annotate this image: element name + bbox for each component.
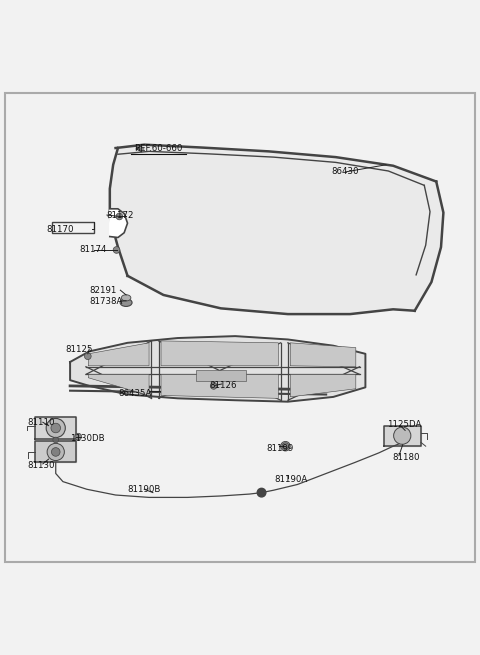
Text: 86430: 86430	[332, 168, 359, 176]
Polygon shape	[161, 375, 278, 398]
Circle shape	[84, 353, 91, 360]
Text: 81190A: 81190A	[275, 475, 308, 484]
Polygon shape	[70, 336, 365, 402]
Ellipse shape	[121, 295, 131, 301]
Polygon shape	[110, 209, 128, 238]
Text: 81174: 81174	[80, 246, 107, 254]
Circle shape	[47, 443, 64, 460]
Circle shape	[75, 433, 82, 440]
Circle shape	[51, 423, 60, 433]
Circle shape	[394, 427, 411, 444]
Polygon shape	[35, 441, 76, 462]
Text: REF.60-660: REF.60-660	[134, 143, 183, 153]
Polygon shape	[161, 341, 278, 365]
Circle shape	[113, 247, 120, 253]
Polygon shape	[290, 343, 356, 367]
Text: 81738A: 81738A	[89, 297, 122, 306]
Text: 1130DB: 1130DB	[70, 434, 105, 443]
Text: 81190B: 81190B	[128, 485, 161, 494]
FancyBboxPatch shape	[5, 93, 475, 562]
Circle shape	[51, 447, 60, 457]
Circle shape	[53, 437, 59, 443]
Polygon shape	[35, 417, 76, 439]
Text: 82191: 82191	[89, 286, 117, 295]
Polygon shape	[290, 375, 356, 397]
Circle shape	[257, 489, 266, 497]
Text: 81110: 81110	[27, 418, 55, 427]
Text: 1125DA: 1125DA	[387, 420, 422, 428]
Polygon shape	[88, 343, 149, 365]
Ellipse shape	[120, 299, 132, 307]
Circle shape	[116, 213, 123, 220]
Polygon shape	[196, 369, 246, 381]
Polygon shape	[110, 145, 444, 314]
Text: 81126: 81126	[209, 381, 236, 390]
Polygon shape	[88, 375, 149, 396]
Circle shape	[281, 441, 290, 451]
Circle shape	[46, 419, 65, 438]
Text: 81180: 81180	[392, 453, 420, 462]
Text: 86435A: 86435A	[118, 389, 151, 398]
Text: 81130: 81130	[27, 461, 55, 470]
Text: 81199: 81199	[266, 443, 294, 453]
Text: 81170: 81170	[46, 225, 73, 234]
Circle shape	[210, 383, 217, 389]
Text: 81125: 81125	[65, 345, 93, 354]
Circle shape	[282, 443, 289, 449]
Polygon shape	[384, 426, 421, 446]
Text: 81172: 81172	[106, 210, 133, 219]
